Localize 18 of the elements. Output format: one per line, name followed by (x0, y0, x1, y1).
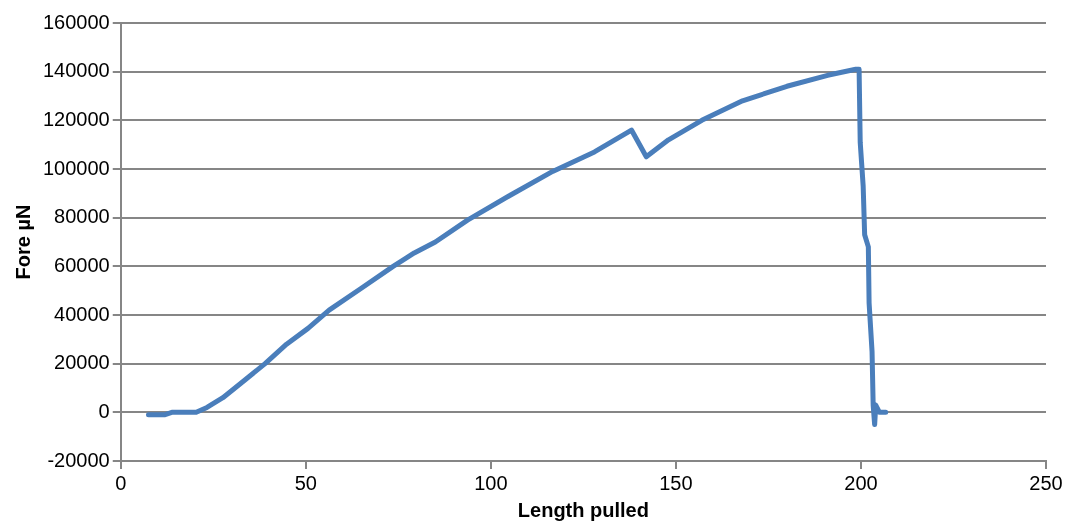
x-tick-label: 0 (115, 471, 127, 494)
y-tick-label: 40000 (54, 302, 110, 325)
x-tick-label: 200 (844, 471, 878, 494)
x-tick-label: 50 (294, 471, 317, 494)
y-tick-label: 80000 (54, 205, 110, 228)
y-tick-label: 100000 (42, 156, 110, 179)
x-tick-label: 100 (474, 471, 508, 494)
y-axis-title: Fore µN (11, 204, 34, 280)
x-axis-title: Length pulled (517, 498, 649, 521)
y-tick-label: 120000 (42, 107, 110, 130)
x-tick-label: 150 (659, 471, 693, 494)
y-tick-label: 60000 (54, 253, 110, 276)
y-tick-label: 0 (98, 399, 110, 422)
y-tick-label: 140000 (42, 59, 110, 82)
x-tick-label: 250 (1029, 471, 1063, 494)
y-tick-label: 160000 (42, 10, 110, 33)
y-tick-label: 20000 (54, 351, 110, 374)
y-tick-label: -20000 (47, 448, 110, 471)
